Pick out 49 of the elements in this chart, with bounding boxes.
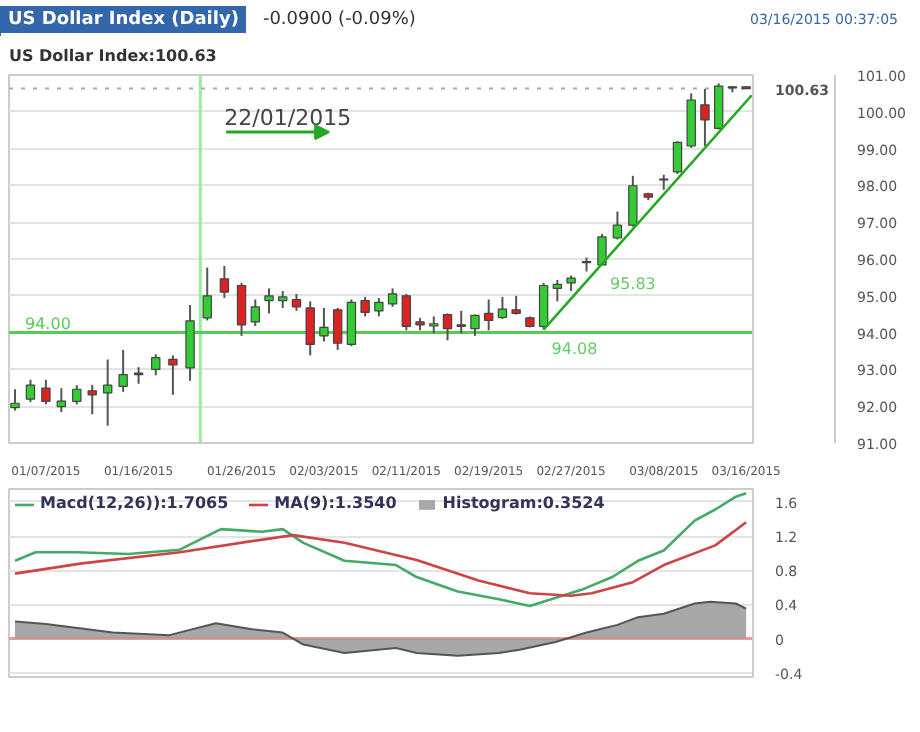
candlestick — [700, 87, 710, 148]
candlestick — [442, 312, 453, 342]
candlestick — [346, 298, 357, 348]
candlestick — [628, 174, 638, 228]
candlestick — [538, 281, 549, 331]
candlestick — [672, 140, 683, 175]
legend-label: Macd(12,26)):1.7065 — [40, 494, 229, 512]
legend-label: MA(9):1.3540 — [274, 494, 397, 512]
candlestick — [56, 387, 67, 414]
candlestick — [305, 300, 315, 357]
ref-line-label: 22/01/2015 — [224, 105, 352, 131]
candlestick — [25, 378, 36, 404]
candlestick — [319, 306, 329, 343]
candlestick — [264, 287, 274, 315]
candlestick — [151, 353, 161, 377]
candlestick — [41, 378, 51, 406]
candlestick — [713, 82, 724, 131]
chart-subtitle: -0.0900 (-0.09%) — [260, 8, 418, 34]
candlestick — [456, 309, 466, 335]
candlestick — [497, 295, 508, 320]
candlestick — [168, 354, 178, 396]
candlestick — [332, 306, 343, 351]
annotation: 95.83 — [609, 275, 656, 294]
line-series — [13, 491, 748, 608]
candlestick — [72, 384, 82, 406]
candlestick — [686, 92, 696, 149]
ref-line-label: 94.00 — [25, 314, 71, 333]
candlestick — [552, 278, 563, 303]
candlestick — [10, 388, 20, 412]
candlestick — [387, 287, 398, 308]
candlestick — [250, 298, 260, 327]
candlestick — [483, 298, 494, 332]
candlestick — [202, 266, 212, 322]
text: US Dollar Index:100.63 — [9, 47, 217, 65]
legend-label: Histogram:0.3524 — [442, 494, 605, 512]
candlestick — [118, 348, 128, 393]
annotation: 94.08 — [551, 339, 598, 358]
candlestick — [102, 358, 113, 427]
candlestick — [612, 210, 623, 241]
candlestick — [511, 294, 521, 316]
candlestick — [360, 295, 370, 318]
candlestick — [374, 297, 384, 318]
line-series — [13, 521, 748, 598]
candlestick — [87, 383, 97, 416]
candlestick — [219, 264, 230, 300]
chart-title: US Dollar Index (Daily) — [0, 6, 247, 36]
candlestick — [401, 292, 412, 332]
candlestick — [236, 281, 247, 337]
candlestick — [185, 304, 195, 382]
